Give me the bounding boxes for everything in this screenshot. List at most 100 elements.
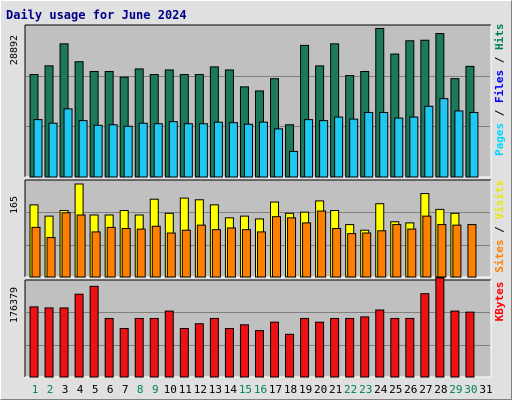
bar-pages-day-15 — [243, 123, 253, 178]
bar-kbytes-day-12 — [194, 323, 204, 378]
bar-pages-day-18 — [289, 150, 299, 178]
bar-sites-day-2 — [46, 237, 56, 278]
bar-sites-day-17 — [272, 216, 282, 278]
x-tick-label-day-19: 19 — [299, 383, 312, 396]
bar-pages-day-12 — [198, 123, 208, 178]
bar-kbytes-day-7 — [119, 327, 129, 378]
bar-pages-day-5 — [93, 124, 103, 178]
x-tick-label-day-10: 10 — [164, 383, 177, 396]
bar-sites-day-1 — [31, 226, 41, 278]
bar-pages-day-11 — [183, 123, 193, 178]
bar-pages-day-2 — [48, 122, 58, 178]
x-tick-label-day-27: 27 — [419, 383, 432, 396]
x-tick-label-day-12: 12 — [194, 383, 207, 396]
x-tick-label-day-13: 13 — [209, 383, 222, 396]
bar-kbytes-day-8 — [134, 317, 144, 378]
bar-kbytes-day-25 — [390, 317, 400, 378]
bar-kbytes-day-9 — [149, 317, 159, 378]
bar-pages-day-13 — [213, 121, 223, 178]
bar-pages-day-1 — [33, 119, 43, 178]
bar-sites-day-15 — [241, 229, 251, 278]
bar-kbytes-day-23 — [360, 316, 370, 378]
bar-sites-day-7 — [121, 228, 131, 278]
bar-kbytes-day-4 — [74, 293, 84, 378]
bar-pages-day-23 — [364, 111, 374, 178]
bar-pages-day-28 — [439, 98, 449, 178]
bar-kbytes-day-10 — [164, 310, 174, 378]
bar-sites-day-23 — [362, 232, 372, 278]
x-tick-label-day-2: 2 — [47, 383, 54, 396]
y-max-label: 165 — [9, 196, 20, 214]
bar-sites-day-29 — [452, 224, 462, 278]
bar-sites-day-13 — [211, 229, 221, 278]
panel-legend: Sites / Visits — [493, 180, 506, 273]
bar-sites-day-18 — [287, 217, 297, 278]
panel-legend: KBytes — [493, 282, 506, 322]
x-tick-label-day-31: 31 — [479, 383, 492, 396]
bar-kbytes-day-3 — [59, 307, 69, 378]
bar-kbytes-day-28 — [435, 277, 445, 378]
panel-3: 176379 KBytes — [9, 277, 506, 378]
bar-kbytes-day-19 — [300, 317, 310, 378]
x-tick-label-day-3: 3 — [62, 383, 69, 396]
panel-legend: Pages / Files / Hits — [493, 24, 506, 157]
bar-pages-day-10 — [168, 121, 178, 178]
x-tick-label-day-28: 28 — [434, 383, 447, 396]
bar-pages-day-30 — [469, 111, 479, 178]
x-tick-label-day-14: 14 — [224, 383, 238, 396]
y-max-label: 28892 — [9, 35, 20, 65]
bar-kbytes-day-21 — [330, 317, 340, 378]
panel-2: 165 Sites / Visits — [9, 179, 506, 278]
x-tick-label-day-26: 26 — [404, 383, 417, 396]
x-tick-label-day-18: 18 — [284, 383, 297, 396]
x-tick-label-day-6: 6 — [107, 383, 114, 396]
bar-kbytes-day-6 — [104, 317, 114, 378]
x-tick-label-day-5: 5 — [92, 383, 99, 396]
bar-kbytes-day-24 — [375, 309, 385, 378]
bar-kbytes-day-27 — [420, 293, 430, 378]
bar-sites-day-3 — [61, 212, 71, 278]
x-tick-label-day-8: 8 — [137, 383, 144, 396]
bar-pages-day-24 — [379, 111, 389, 178]
bar-pages-day-8 — [138, 122, 148, 178]
bar-kbytes-day-29 — [450, 310, 460, 378]
series-pages — [33, 98, 479, 178]
x-tick-label-day-21: 21 — [329, 383, 342, 396]
bar-sites-day-27 — [422, 215, 432, 278]
bar-sites-day-11 — [181, 229, 191, 278]
bar-pages-day-3 — [63, 108, 73, 178]
bar-kbytes-day-11 — [179, 327, 189, 378]
x-tick-label-day-20: 20 — [314, 383, 327, 396]
bar-pages-day-4 — [78, 120, 88, 178]
x-tick-label-day-25: 25 — [389, 383, 402, 396]
bar-kbytes-day-13 — [209, 317, 219, 378]
bar-sites-day-4 — [76, 214, 86, 278]
x-tick-label-day-17: 17 — [269, 383, 282, 396]
bar-pages-day-29 — [454, 110, 464, 178]
bar-sites-day-28 — [437, 224, 447, 278]
x-tick-label-day-30: 30 — [464, 383, 477, 396]
bar-sites-day-22 — [347, 233, 357, 278]
bar-sites-day-21 — [332, 228, 342, 278]
bar-sites-day-19 — [302, 222, 312, 278]
panel-1: 28892 Pages / Files / Hits — [9, 24, 506, 178]
bar-sites-day-9 — [151, 225, 161, 278]
chart-title: Daily usage for June 2024 — [6, 8, 187, 22]
bar-sites-day-6 — [106, 226, 116, 278]
x-tick-label-day-24: 24 — [374, 383, 388, 396]
x-tick-label-day-11: 11 — [179, 383, 192, 396]
bar-sites-day-10 — [166, 232, 176, 278]
x-tick-label-day-4: 4 — [77, 383, 84, 396]
bar-pages-day-17 — [274, 128, 284, 178]
bar-pages-day-16 — [258, 121, 268, 178]
bar-pages-day-27 — [424, 105, 434, 178]
x-tick-label-day-29: 29 — [449, 383, 462, 396]
y-max-label: 176379 — [9, 287, 20, 323]
bar-kbytes-day-16 — [254, 330, 264, 378]
bar-sites-day-8 — [136, 228, 146, 278]
bar-kbytes-day-2 — [44, 307, 54, 378]
bar-kbytes-day-30 — [465, 311, 475, 378]
bar-pages-day-14 — [228, 122, 238, 178]
bar-pages-day-9 — [153, 123, 163, 178]
